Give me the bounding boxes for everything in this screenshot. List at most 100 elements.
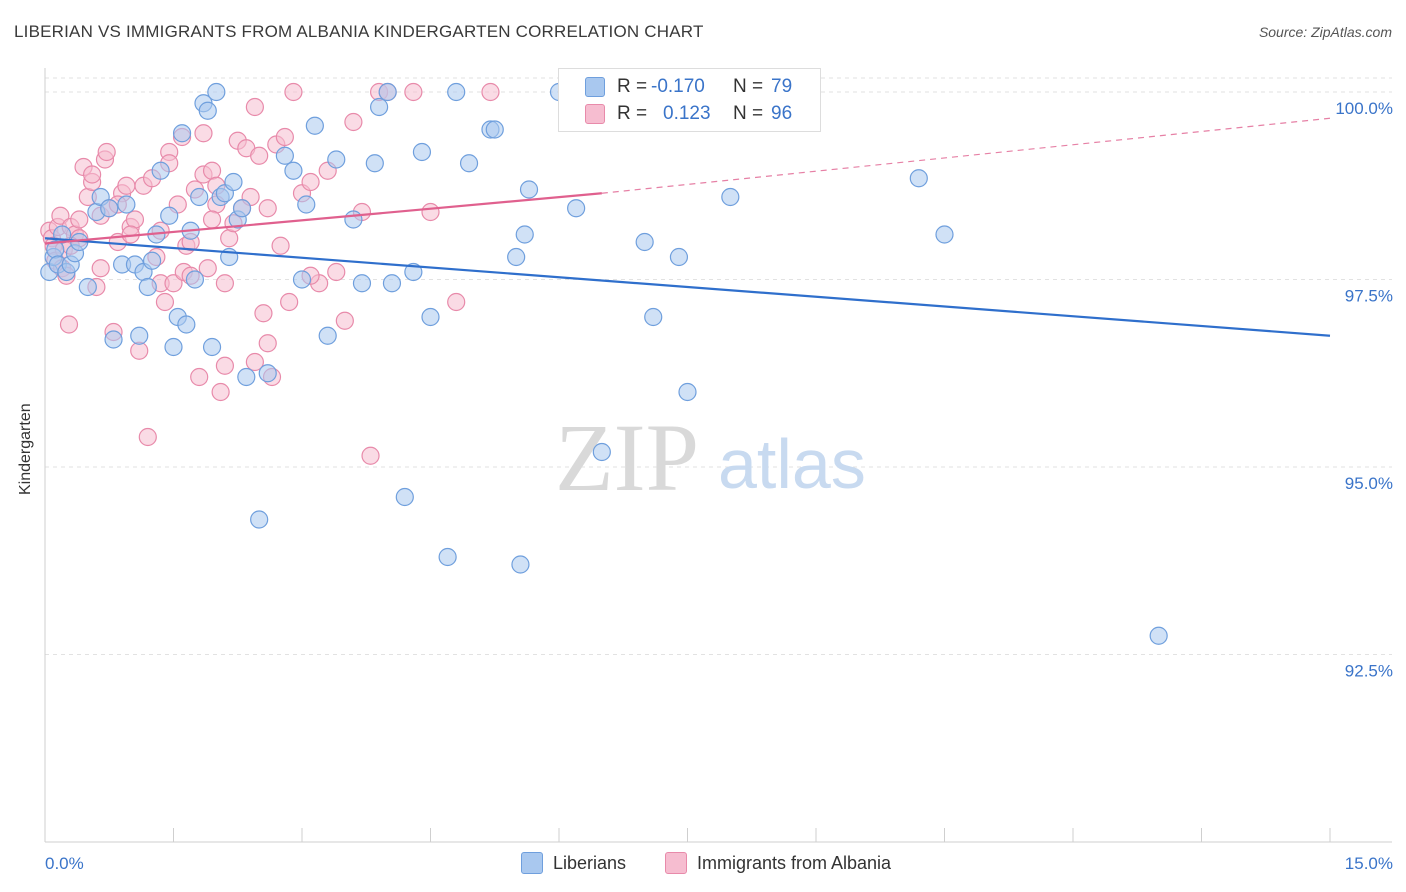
y-tick-label: 100.0% bbox=[1335, 99, 1393, 118]
y-tick-labels: 92.5% 95.0% 97.5% 100.0% bbox=[1335, 99, 1393, 681]
liberian-points bbox=[40, 82, 1168, 645]
data-point bbox=[395, 487, 414, 507]
y-tick-label: 97.5% bbox=[1345, 287, 1393, 306]
chart-source: Source: ZipAtlas.com bbox=[1258, 24, 1392, 40]
albania-trend-line bbox=[44, 192, 602, 245]
data-point bbox=[100, 199, 119, 218]
data-point bbox=[301, 172, 320, 192]
data-point bbox=[485, 120, 504, 139]
data-point bbox=[507, 247, 526, 267]
data-point bbox=[404, 82, 423, 102]
n-value: 96 bbox=[771, 103, 793, 124]
data-point bbox=[271, 236, 290, 255]
data-point bbox=[245, 352, 264, 372]
data-point bbox=[125, 210, 145, 229]
r-label: R = bbox=[617, 103, 648, 124]
data-point bbox=[669, 247, 689, 267]
r-value: 0.123 bbox=[663, 103, 711, 124]
r-value: -0.170 bbox=[651, 76, 705, 97]
liberians-legend-swatch bbox=[521, 852, 543, 874]
watermark-zip: ZIP bbox=[555, 404, 699, 511]
data-point bbox=[232, 199, 252, 218]
data-point bbox=[130, 326, 149, 345]
data-point bbox=[258, 199, 277, 218]
data-point bbox=[327, 262, 346, 282]
data-point bbox=[382, 274, 402, 293]
watermark-atlas: atlas bbox=[718, 425, 866, 503]
data-point bbox=[78, 277, 97, 297]
n-label: N = bbox=[733, 103, 764, 124]
x-tick-labels: 0.0% 15.0% bbox=[45, 854, 1393, 873]
data-point bbox=[421, 202, 440, 222]
data-point bbox=[459, 154, 479, 173]
data-point bbox=[83, 165, 102, 184]
r-label: R = bbox=[617, 76, 648, 97]
data-point bbox=[721, 187, 740, 207]
data-point bbox=[258, 364, 277, 383]
data-point bbox=[177, 315, 196, 334]
data-point bbox=[370, 97, 389, 117]
data-point bbox=[292, 270, 312, 289]
data-point bbox=[592, 442, 611, 462]
data-point bbox=[412, 142, 432, 162]
data-point bbox=[237, 367, 256, 387]
data-point bbox=[151, 161, 170, 180]
y-tick-label: 95.0% bbox=[1345, 474, 1393, 493]
data-point bbox=[97, 142, 116, 162]
stats-legend: R = -0.170 N = 79 R = 0.123 N = 96 bbox=[558, 68, 821, 132]
data-point bbox=[207, 82, 226, 102]
data-point bbox=[211, 382, 230, 402]
data-point bbox=[250, 510, 269, 529]
data-point bbox=[91, 259, 110, 278]
data-point bbox=[275, 146, 294, 165]
data-point bbox=[352, 274, 372, 293]
data-point bbox=[421, 307, 440, 327]
data-point bbox=[404, 262, 423, 282]
data-point bbox=[567, 199, 586, 218]
data-point bbox=[515, 225, 534, 244]
data-point bbox=[447, 82, 466, 102]
data-point bbox=[198, 101, 217, 120]
data-point bbox=[644, 307, 663, 327]
data-point bbox=[254, 304, 273, 323]
data-point bbox=[447, 292, 466, 312]
data-point bbox=[142, 251, 162, 270]
data-point bbox=[511, 555, 530, 574]
data-point bbox=[284, 161, 303, 180]
y-tick-label: 92.5% bbox=[1345, 662, 1393, 681]
data-point bbox=[635, 232, 654, 252]
data-point bbox=[909, 169, 928, 188]
data-point bbox=[378, 82, 397, 102]
trend-lines bbox=[44, 117, 1331, 337]
data-point bbox=[160, 206, 179, 225]
axes bbox=[44, 68, 1392, 843]
data-point bbox=[275, 127, 294, 147]
albania-points bbox=[40, 82, 500, 465]
data-point bbox=[305, 116, 324, 135]
legend-item-liberians[interactable]: Liberians bbox=[521, 852, 626, 874]
data-point bbox=[438, 547, 457, 567]
data-point bbox=[519, 180, 539, 199]
data-point bbox=[51, 206, 70, 225]
data-point bbox=[297, 195, 316, 214]
albania-swatch bbox=[585, 104, 605, 124]
data-point bbox=[361, 446, 380, 465]
data-point bbox=[335, 311, 354, 330]
albania-legend-swatch bbox=[665, 852, 687, 874]
data-point bbox=[224, 172, 243, 192]
data-point bbox=[245, 97, 264, 117]
data-point bbox=[344, 210, 363, 229]
data-point bbox=[220, 229, 239, 248]
x-tick-label: 15.0% bbox=[1345, 854, 1393, 873]
liberians-trend-line bbox=[44, 237, 1331, 337]
data-point bbox=[678, 382, 697, 402]
data-point bbox=[117, 195, 136, 214]
legend-item-albania[interactable]: Immigrants from Albania bbox=[665, 852, 891, 874]
chart-title: LIBERIAN VS IMMIGRANTS FROM ALBANIA KIND… bbox=[14, 22, 704, 41]
data-point bbox=[70, 210, 89, 229]
data-point bbox=[138, 427, 157, 447]
data-point bbox=[344, 112, 363, 132]
data-point bbox=[215, 356, 234, 375]
data-point bbox=[202, 161, 222, 180]
legend-label-liberians: Liberians bbox=[553, 852, 627, 873]
